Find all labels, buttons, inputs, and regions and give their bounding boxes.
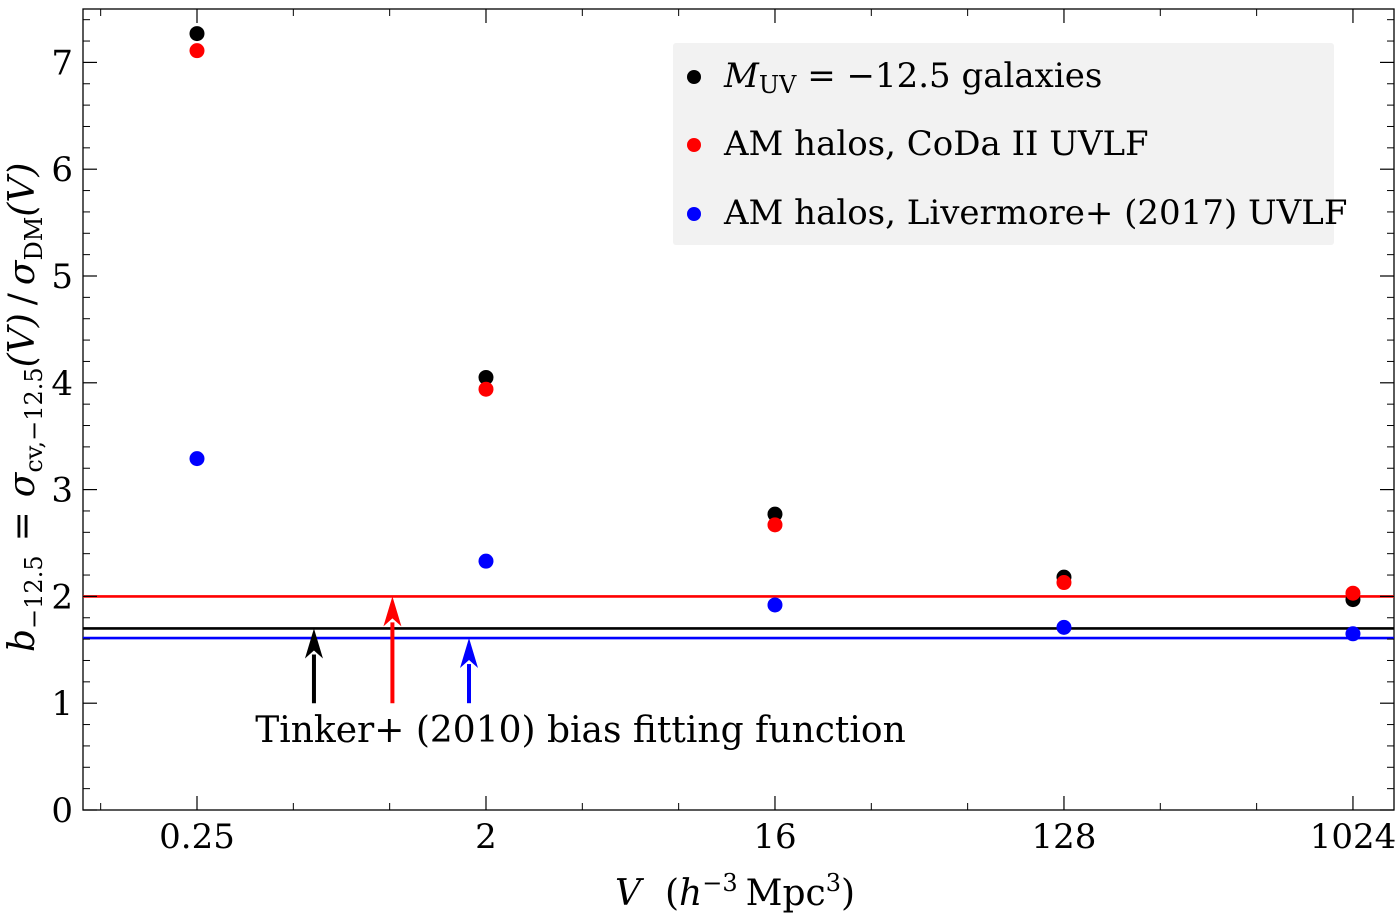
annotation-text: Tinker+ (2010) bias fitting function [255,710,906,751]
y-tick-label: 3 [51,471,73,511]
data-point [478,553,494,569]
data-point [767,517,783,533]
y-tick-label: 7 [51,43,73,83]
legend-entry-coda: AM halos, CoDa II UVLF [723,124,1149,164]
y-tick-label: 1 [51,684,73,724]
y-tick-label: 0 [51,791,73,831]
data-point [767,506,783,522]
legend-entry-livermore: AM halos, Livermore+ (2017) UVLF [723,193,1347,233]
x-tick-label: 0.25 [159,817,235,857]
legend-box [673,43,1334,245]
y-tick-label: 5 [51,257,73,297]
data-point [189,26,205,42]
legend-marker-red [687,138,701,152]
data-point [767,597,783,613]
y-axis-title: b−12.5=σcv,−12.5(V)/σDM(V) [2,163,48,652]
x-tick-label: 1024 [1310,817,1397,857]
data-point [1345,585,1361,601]
data-point [1345,626,1361,642]
x-tick-label: 16 [753,817,796,857]
x-tick-label: 128 [1032,817,1097,857]
tinker-arrows [304,596,479,704]
x-axis-title: V (h−3 Mpc3) [615,869,855,914]
data-point [1056,575,1072,591]
legend-marker-blue [687,207,701,221]
data-point [478,381,494,397]
axis-ticks: 0 1 2 3 4 5 6 7 0.25 2 16 128 1024 [51,9,1396,857]
data-point [189,43,205,59]
data-point [189,451,205,467]
y-tick-label: 4 [51,364,73,404]
arrow-head [304,628,323,659]
arrow-head [460,638,479,669]
arrow-head [383,596,402,627]
y-tick-label: 6 [51,150,73,190]
legend-marker-black [687,70,701,84]
legend: MUV = −12.5 galaxies AM halos, CoDa II U… [673,43,1347,245]
data-points [189,26,1361,642]
data-point [1056,619,1072,635]
reference-lines [83,595,1394,640]
legend-entry-galaxies: MUV = −12.5 galaxies [723,56,1102,99]
y-tick-label: 2 [51,577,73,617]
data-point [478,369,494,385]
x-tick-label: 2 [475,817,497,857]
plot-frame [82,8,1395,811]
